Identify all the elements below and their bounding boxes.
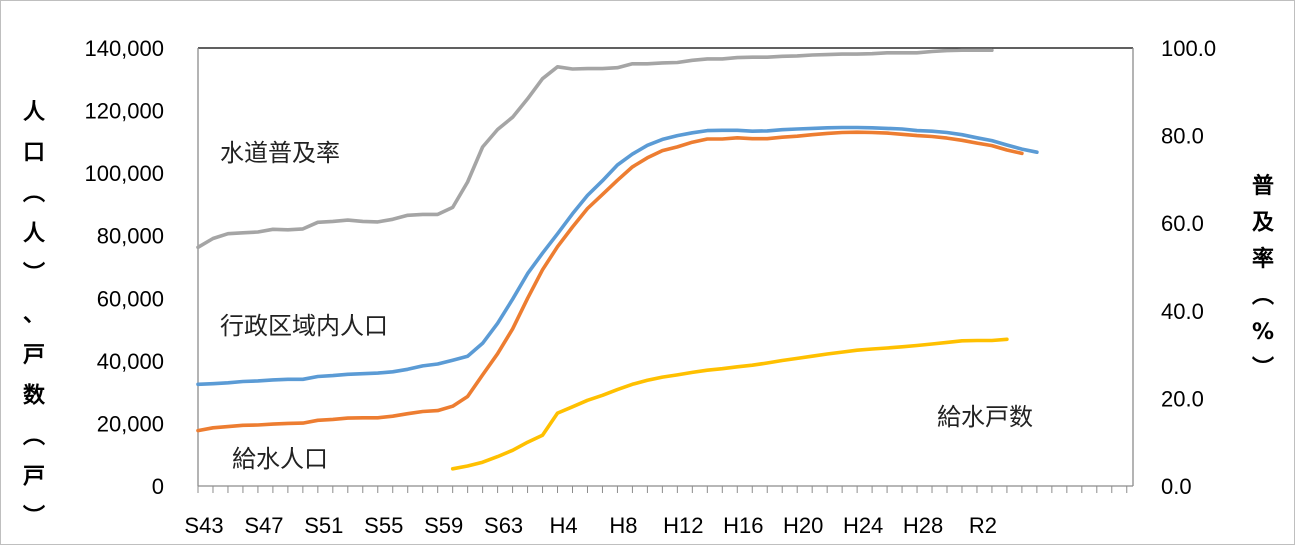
right-y-tick-label: 60.0 [1161, 211, 1204, 236]
left-y-tick-label: 100,000 [84, 161, 164, 186]
right-axis-title-char: ︶ [1252, 356, 1274, 382]
right-y-tick-label: 80.0 [1161, 124, 1204, 149]
x-tick-label: H8 [609, 513, 637, 538]
x-tick-label: H12 [663, 513, 703, 538]
left-axis-title-char: 、 [23, 303, 45, 328]
left-y-tick-label: 80,000 [97, 224, 164, 249]
right-axis-title-char: 及 [1252, 211, 1275, 236]
right-axis-title-char: 普 [1252, 173, 1274, 199]
left-axis-title-char: ︶ [23, 504, 45, 530]
left-axis-title-char: 数 [23, 383, 46, 409]
right-axis-title-char: ︵ [1252, 284, 1274, 309]
series-line [450, 337, 1009, 471]
left-y-tick-label: 120,000 [84, 99, 164, 124]
right-y-tick-label: 100.0 [1161, 36, 1216, 61]
right-y-tick-label: 40.0 [1161, 299, 1204, 324]
x-tick-label: H24 [843, 513, 883, 538]
x-tick-label: H28 [903, 513, 943, 538]
x-tick-label: S63 [484, 513, 523, 538]
left-y-tick-label: 140,000 [84, 36, 164, 61]
left-axis-title-char: 戸 [23, 465, 45, 490]
x-tick-label: S43 [184, 513, 223, 538]
left-axis-title-char: 人 [23, 222, 45, 247]
right-axis-title-char: 率 [1252, 246, 1274, 272]
right-axis-title-char: % [1252, 320, 1274, 345]
x-tick-label: H4 [549, 513, 577, 538]
axes-group [197, 47, 1134, 493]
left-y-tick-label: 40,000 [97, 349, 164, 374]
series-line [196, 48, 994, 250]
series-label: 水道普及率 [220, 139, 340, 167]
left-y-tick-label: 60,000 [97, 286, 164, 311]
x-tick-label: S47 [244, 513, 283, 538]
series-label: 給水人口 [232, 445, 328, 473]
left-y-tick-label: 0 [152, 474, 164, 499]
series-line [196, 130, 1024, 433]
right-y-tick-label: 0.0 [1161, 474, 1192, 499]
x-tick-label: H20 [783, 513, 823, 538]
x-tick-label: H16 [723, 513, 763, 538]
x-tick-label: R2 [969, 513, 997, 538]
left-axis-title-char: ︶ [23, 261, 45, 287]
x-tick-label: S55 [364, 513, 403, 538]
tick-labels-group: 0 20,000 40,000 60,000 80,000 100,000 120,000 1… [84, 36, 1216, 538]
series-label: 行政区域内人口 [220, 312, 388, 340]
left-axis-title-char: 口 [23, 141, 45, 166]
left-y-tick-label: 20,000 [97, 411, 164, 436]
left-axis-title-char: ︵ [23, 181, 45, 206]
left-axis-title-char: ︵ [23, 424, 45, 449]
series-lines-group [196, 48, 1039, 471]
series-line [196, 125, 1039, 387]
right-y-tick-label: 20.0 [1161, 386, 1204, 411]
x-tick-label: S59 [424, 513, 463, 538]
left-axis-title-char: 戸 [23, 343, 45, 368]
series-label: 給水戸数 [937, 403, 1033, 431]
x-tick-label: S51 [304, 513, 343, 538]
left-axis-title-char: 人 [23, 100, 45, 125]
